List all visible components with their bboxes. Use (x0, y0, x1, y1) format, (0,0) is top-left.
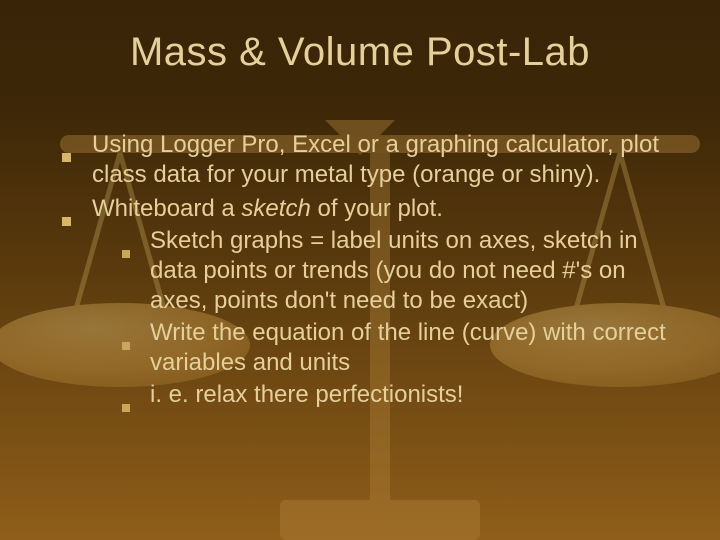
text-run: Whiteboard a (92, 195, 241, 222)
slide: Mass & Volume Post-Lab Using Logger Pro,… (0, 0, 720, 540)
sub-bullet-item: Sketch graphs = label units on axes, ske… (122, 226, 680, 316)
sub-bullet-item: i. e. relax there perfectionists! (122, 380, 680, 420)
bullet-item: Using Logger Pro, Excel or a graphing ca… (62, 130, 680, 190)
slide-body: Using Logger Pro, Excel or a graphing ca… (62, 130, 680, 424)
bullet-item: Whiteboard a sketch of your plot. Sketch… (62, 194, 680, 420)
square-bullet-icon (62, 130, 92, 190)
sub-bullet-text: i. e. relax there perfectionists! (150, 380, 680, 420)
sub-bullet-text: Write the equation of the line (curve) w… (150, 318, 680, 378)
sub-bullet-item: Write the equation of the line (curve) w… (122, 318, 680, 378)
sub-bullet-text: Sketch graphs = label units on axes, ske… (150, 226, 680, 316)
bullet-text: Whiteboard a sketch of your plot. Sketch… (92, 194, 680, 420)
square-bullet-icon (122, 318, 150, 378)
square-bullet-icon (122, 226, 150, 316)
square-bullet-icon (122, 380, 150, 420)
text-run: of your plot. (311, 195, 443, 222)
square-bullet-icon (62, 194, 92, 420)
slide-title: Mass & Volume Post-Lab (0, 30, 720, 75)
bullet-text: Using Logger Pro, Excel or a graphing ca… (92, 130, 680, 190)
text-run-italic: sketch (241, 195, 310, 222)
